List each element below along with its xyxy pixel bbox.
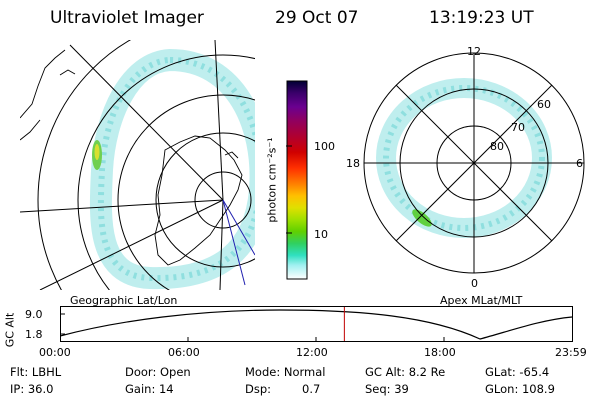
timeline-xtick-2359: 23:59 [555, 346, 587, 359]
seq-info: Seq: 39 [365, 382, 409, 396]
instrument-title: Ultraviolet Imager [50, 8, 204, 28]
mlt-label-12: 12 [467, 45, 481, 58]
timeline-xtick-0000: 00:00 [39, 346, 71, 359]
aurora-oval [89, 48, 255, 290]
door-info: Door: Open [125, 365, 191, 379]
timeline-xtick-1200: 12:00 [296, 346, 328, 359]
dsp-label: Dsp: [245, 382, 272, 396]
time-label: 13:19:23 UT [429, 8, 534, 28]
polar-panel-label: Apex MLat/MLT [440, 294, 523, 307]
gain-info: Gain: 14 [125, 382, 174, 396]
mode-info: Mode: Normal [245, 365, 326, 379]
geographic-map [20, 40, 255, 290]
geographic-panel-label: Geographic Lat/Lon [70, 294, 178, 307]
timeline-xtick-1800: 18:00 [424, 346, 456, 359]
dsp-value: 0.7 [302, 382, 321, 396]
mlt-label-18: 18 [346, 157, 360, 170]
mlt-label-6: 6 [576, 157, 583, 170]
filter-info: Flt: LBHL [10, 365, 62, 379]
mlat-label-70: 70 [511, 121, 525, 134]
gc-alt-info: GC Alt: 8.2 Re [365, 365, 446, 379]
mlat-label-60: 60 [537, 98, 551, 111]
colorbar-tick-10: 10 [314, 228, 328, 241]
mlt-label-0: 0 [471, 277, 478, 290]
timeline-ylabel: GC Alt [3, 312, 17, 348]
polar-aurora-bright-spot [412, 209, 432, 227]
date-label: 29 Oct 07 [275, 8, 359, 28]
colorbar-unit-label: photon cm⁻²s⁻¹ [265, 137, 279, 223]
antarctic-coastline [154, 135, 243, 266]
altitude-curve [60, 309, 573, 340]
colorbar-tick-100: 100 [314, 140, 335, 153]
colorbar [286, 80, 308, 280]
polar-plot [363, 52, 585, 274]
timeline-xtick-0600: 06:00 [168, 346, 200, 359]
timeline-ytick-9: 9.0 [25, 308, 43, 321]
altitude-timeline [60, 306, 573, 342]
ip-info: IP: 36.0 [10, 382, 54, 396]
mlat-label-80: 80 [490, 140, 504, 153]
glon-info: GLon: 108.9 [485, 382, 555, 396]
glat-info: GLat: -65.4 [485, 365, 550, 379]
timeline-ytick-1-8: 1.8 [25, 328, 43, 341]
